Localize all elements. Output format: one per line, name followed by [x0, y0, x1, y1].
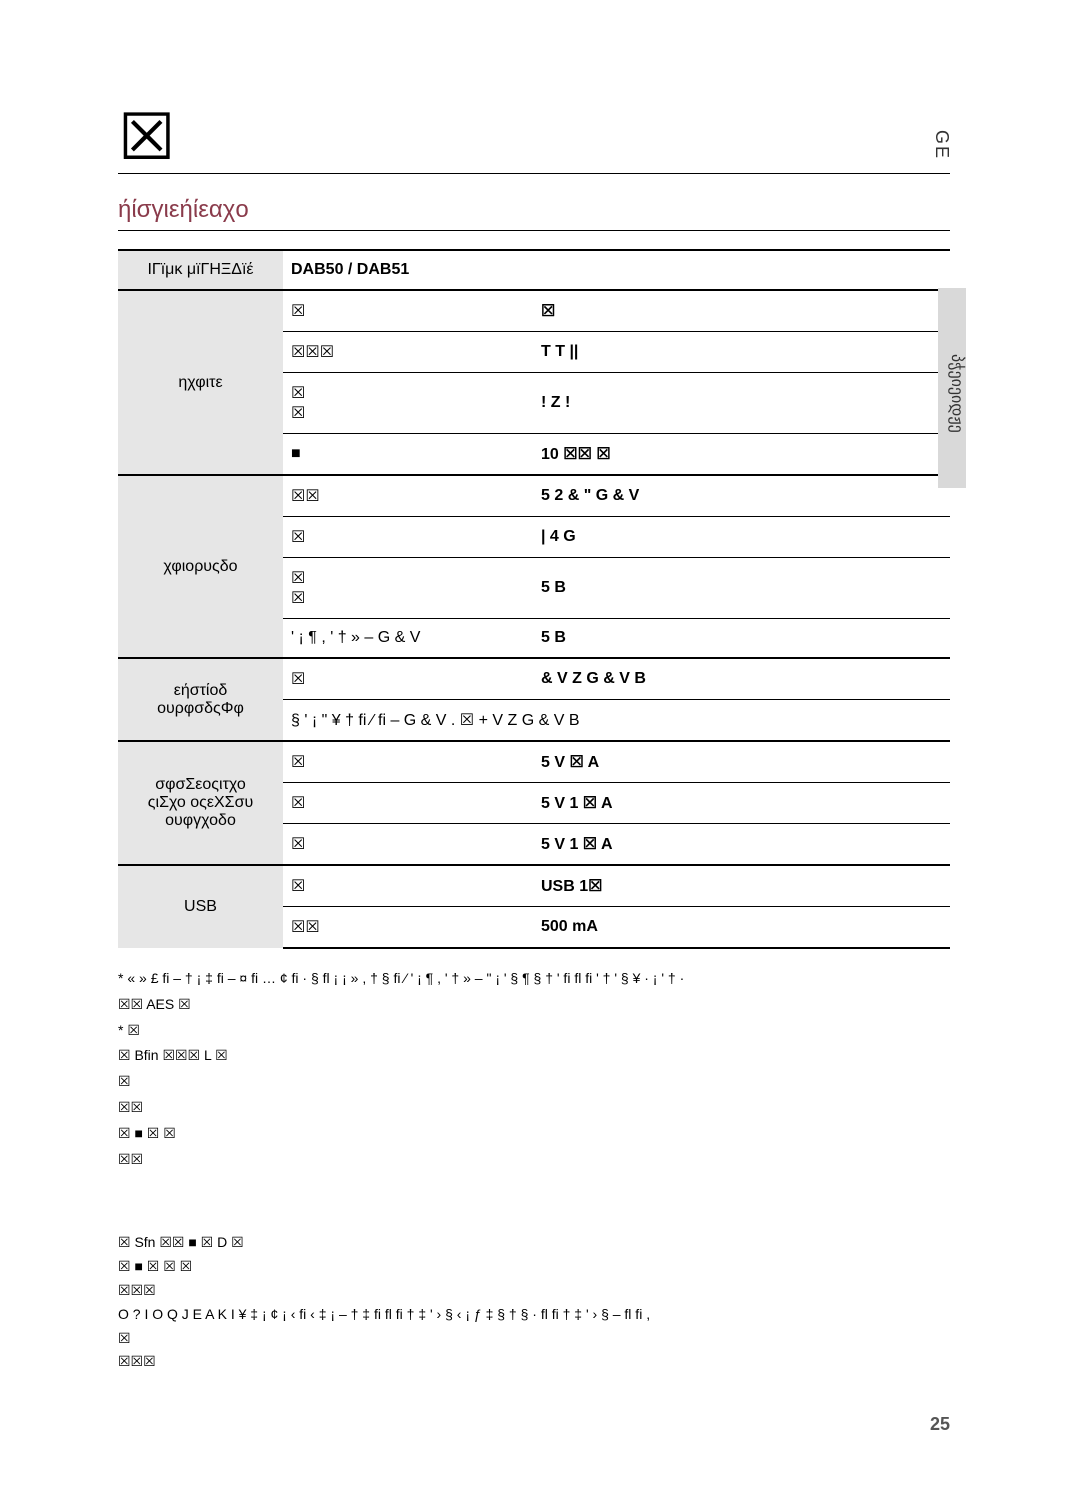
footnote-line: ☒ ■ ☒ ☒	[118, 1122, 950, 1146]
spec-table: ΙΓïμκ μïΓΗΞΔïέDAB50 / DAB51ηχφιτε☒☒☒☒☒T …	[118, 249, 950, 949]
group-label: USB	[118, 865, 283, 948]
group-label: σφσΣεοςιτχοςιΣχο οςεΧΣσυουφγχοδο	[118, 741, 283, 865]
spec-value: ! Z !	[533, 373, 950, 434]
spec-value: 10 ☒☒ ☒	[533, 434, 950, 476]
spec-value: 5 V 1 ☒ A	[533, 783, 950, 824]
spec-value: ☒	[533, 290, 950, 332]
group-label: ηχφιτε	[118, 290, 283, 475]
spec-key: ☒☒☒	[283, 332, 533, 373]
spec-key: ' ¡ ¶ , ' † » – G & V	[283, 619, 533, 659]
license-block: ☒ Sfn ☒☒ ■ ☒ D ☒☒ ■ ☒ ☒ ☒☒☒☒O ? I O Q J …	[118, 1231, 950, 1374]
spec-key: § ' ¡ " ¥ † fi ⁄ fi – G & V . ☒ + V Z G …	[283, 700, 950, 742]
spec-key: ☒☒	[283, 907, 533, 949]
footnotes: * « » £ fi – † ¡ ‡ fi – ¤ fi … ¢ fi · § …	[118, 967, 950, 1171]
footnote-line: * « » £ fi – † ¡ ‡ fi – ¤ fi … ¢ fi · § …	[118, 967, 950, 991]
footnote-line: ☒☒	[118, 1148, 950, 1172]
spec-key: ☒	[283, 865, 533, 907]
header-glyph: ☒	[118, 105, 950, 169]
spec-value: 5 B	[533, 558, 950, 619]
spec-value: & V Z G & V B	[533, 658, 950, 700]
spec-key: ☒	[283, 783, 533, 824]
license-line: ☒	[118, 1327, 950, 1351]
group-label: χφιορυςδο	[118, 475, 283, 658]
spec-key: ☒	[283, 517, 533, 558]
spec-key: ☒	[283, 290, 533, 332]
spec-value: | 4 G	[533, 517, 950, 558]
footnote-line: ☒	[118, 1070, 950, 1094]
spec-key: ☒☒	[283, 558, 533, 619]
spec-value: 5 V ☒ A	[533, 741, 950, 783]
spec-key: ☒	[283, 741, 533, 783]
model-label: ΙΓïμκ μïΓΗΞΔïέ	[118, 250, 283, 290]
rule-top	[118, 173, 950, 174]
footnote-line: ☒☒	[118, 1096, 950, 1120]
footnote-line: ☒ Bfin ☒☒☒ L ☒	[118, 1044, 950, 1068]
license-line: ☒☒☒	[118, 1279, 950, 1303]
spec-value: 5 B	[533, 619, 950, 659]
license-line: ☒ ■ ☒ ☒ ☒	[118, 1255, 950, 1279]
spec-key: ☒	[283, 658, 533, 700]
footnote-line: ☒☒ AES ☒	[118, 993, 950, 1017]
spec-key: ☒	[283, 824, 533, 866]
spec-key: ☒☒	[283, 475, 533, 517]
side-tab-label: პჭეიეიდჟე	[938, 288, 966, 488]
license-line: O ? I O Q J E A K I ¥ ‡ ¡ ¢ ¡ ‹ fi ‹ ‡ ¡…	[118, 1303, 950, 1327]
license-line: ☒ Sfn ☒☒ ■ ☒ D ☒	[118, 1231, 950, 1255]
rule-subtitle	[118, 230, 950, 231]
section-title: ήίσγιεήίεαχо	[118, 196, 950, 224]
model-value: DAB50 / DAB51	[283, 250, 950, 290]
license-line: ☒☒☒	[118, 1350, 950, 1374]
spec-value: 5 V 1 ☒ A	[533, 824, 950, 866]
group-label: εήστίοδουρφσδςΦφ	[118, 658, 283, 741]
spec-value: 5 2 & " G & V	[533, 475, 950, 517]
spec-value: 500 mA	[533, 907, 950, 949]
spec-value: USB 1☒	[533, 865, 950, 907]
spec-key: ☒☒	[283, 373, 533, 434]
side-tab-ge: GE	[931, 130, 952, 160]
page-number: 25	[930, 1414, 950, 1435]
footnote-line: * ☒	[118, 1019, 950, 1043]
spec-value: T T ||	[533, 332, 950, 373]
spec-key: ■	[283, 434, 533, 476]
